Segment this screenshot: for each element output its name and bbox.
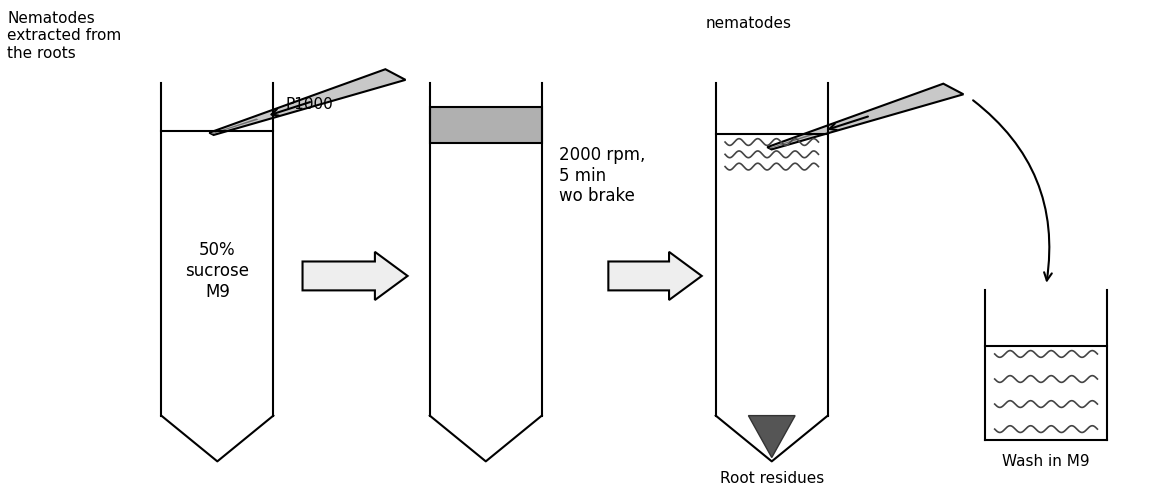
Text: 50%
sucrose
M9: 50% sucrose M9	[185, 241, 249, 301]
Text: Root residues: Root residues	[720, 471, 824, 486]
Text: nematodes: nematodes	[706, 16, 791, 31]
Polygon shape	[429, 107, 542, 144]
Polygon shape	[209, 69, 406, 135]
Polygon shape	[768, 84, 963, 149]
Text: Wash in M9: Wash in M9	[1003, 454, 1090, 469]
Polygon shape	[608, 252, 702, 300]
Polygon shape	[769, 133, 817, 148]
Text: P1000: P1000	[285, 98, 332, 112]
Text: Nematodes
extracted from
the roots: Nematodes extracted from the roots	[7, 11, 122, 61]
Polygon shape	[211, 119, 259, 134]
Polygon shape	[749, 416, 796, 458]
Text: 2000 rpm,
5 min
wo brake: 2000 rpm, 5 min wo brake	[559, 146, 646, 205]
Polygon shape	[303, 252, 407, 300]
